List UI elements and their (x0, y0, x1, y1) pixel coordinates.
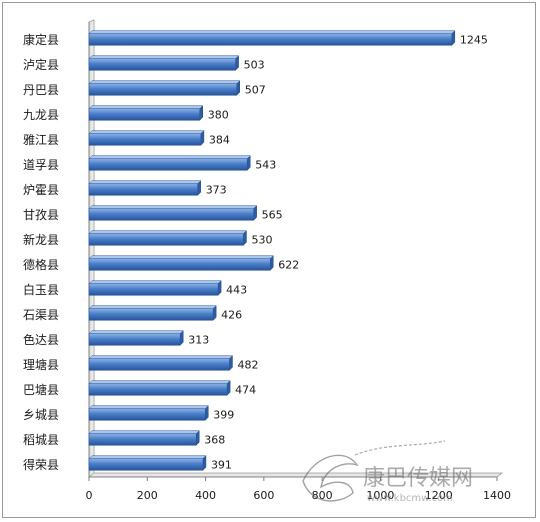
category-label: 九龙县 (23, 108, 59, 122)
bar (88, 208, 254, 221)
bar-top-face (88, 205, 258, 209)
category-label: 康定县 (23, 32, 59, 47)
bar (88, 83, 238, 96)
bar-top-face (88, 355, 234, 359)
value-label: 507 (245, 84, 266, 97)
value-label: 384 (209, 134, 230, 147)
value-label: 482 (237, 359, 258, 372)
x-tick-label: 600 (253, 489, 274, 502)
value-label: 443 (226, 284, 247, 297)
category-label: 新龙县 (23, 232, 59, 247)
value-label: 373 (206, 184, 227, 197)
x-tick-label: 800 (312, 489, 333, 502)
x-tick-label: 200 (137, 489, 158, 502)
bar (88, 308, 214, 321)
x-tick-label: 0 (86, 489, 93, 502)
x-tick-labels: 0 200 400 600 800 1000 1200 1400 (86, 477, 511, 502)
category-label: 白玉县 (23, 282, 59, 297)
bar-top-face (88, 305, 217, 309)
bar (88, 383, 228, 396)
bar-top-face (88, 380, 231, 384)
bar-top-face (88, 30, 456, 34)
category-label: 泸定县 (23, 57, 59, 72)
category-label: 石渠县 (23, 308, 59, 322)
category-label: 理塘县 (23, 357, 59, 372)
value-labels: 1245 503 507 380 384 543 373 565 530 622 443 426 313… (188, 34, 488, 472)
bar (88, 233, 244, 246)
category-labels: 康定县泸定县丹巴县九龙县雅江县道孚县炉霍县甘孜县新龙县德格县白玉县石渠县色达县理… (23, 32, 59, 472)
category-label: 德格县 (23, 257, 59, 272)
bar-top-face (88, 180, 202, 184)
value-label: 399 (213, 409, 234, 422)
bar (88, 33, 453, 46)
value-label: 543 (255, 159, 276, 172)
bar (88, 358, 230, 371)
bars (88, 30, 456, 471)
bar-top-face (88, 105, 204, 109)
value-label: 1245 (460, 34, 488, 47)
bar (88, 458, 204, 471)
x-tick-label: 1200 (425, 489, 453, 502)
category-label: 甘孜县 (23, 208, 59, 222)
value-label: 391 (211, 459, 232, 472)
chart-frame: 康定县泸定县丹巴县九龙县雅江县道孚县炉霍县甘孜县新龙县德格县白玉县石渠县色达县理… (2, 2, 536, 518)
x-tick-label: 400 (195, 489, 216, 502)
bar-top-face (88, 430, 200, 434)
bar-top-face (88, 130, 205, 134)
value-label: 622 (278, 259, 299, 272)
category-label: 雅江县 (23, 132, 59, 147)
bar-top-face (88, 455, 207, 459)
bar (88, 133, 202, 146)
bar (88, 58, 236, 71)
value-label: 474 (235, 384, 256, 397)
value-label: 313 (188, 334, 209, 347)
bar-top-face (88, 280, 222, 284)
bar (88, 433, 197, 446)
bar-top-face (88, 155, 251, 159)
x-axis-floor (87, 472, 504, 478)
value-label: 503 (244, 59, 265, 72)
category-label: 乡城县 (23, 408, 59, 422)
bar-top-face (88, 80, 241, 84)
category-label: 稻城县 (23, 433, 59, 447)
bar-chart: 康定县泸定县丹巴县九龙县雅江县道孚县炉霍县甘孜县新龙县德格县白玉县石渠县色达县理… (23, 19, 511, 502)
value-label: 565 (262, 209, 283, 222)
bar (88, 108, 201, 121)
category-label: 色达县 (23, 333, 59, 347)
bar (88, 333, 181, 346)
value-label: 426 (221, 309, 242, 322)
category-label: 得荣县 (23, 457, 59, 472)
category-label: 道孚县 (23, 158, 59, 172)
category-label: 巴塘县 (23, 382, 59, 397)
category-label: 炉霍县 (23, 183, 59, 197)
category-label: 丹巴县 (23, 83, 59, 97)
bar (88, 408, 206, 421)
x-tick-label: 1400 (483, 489, 511, 502)
bar (88, 258, 271, 271)
bar-top-face (88, 55, 240, 59)
bar-top-face (88, 330, 184, 334)
bar-top-face (88, 255, 274, 259)
bar-top-face (88, 405, 209, 409)
bar (88, 283, 219, 296)
bar (88, 183, 199, 196)
value-label: 368 (204, 434, 225, 447)
value-label: 380 (208, 109, 229, 122)
x-tick-label: 1000 (366, 489, 394, 502)
value-label: 530 (251, 234, 272, 247)
bar (88, 158, 248, 171)
bar-top-face (88, 230, 248, 234)
